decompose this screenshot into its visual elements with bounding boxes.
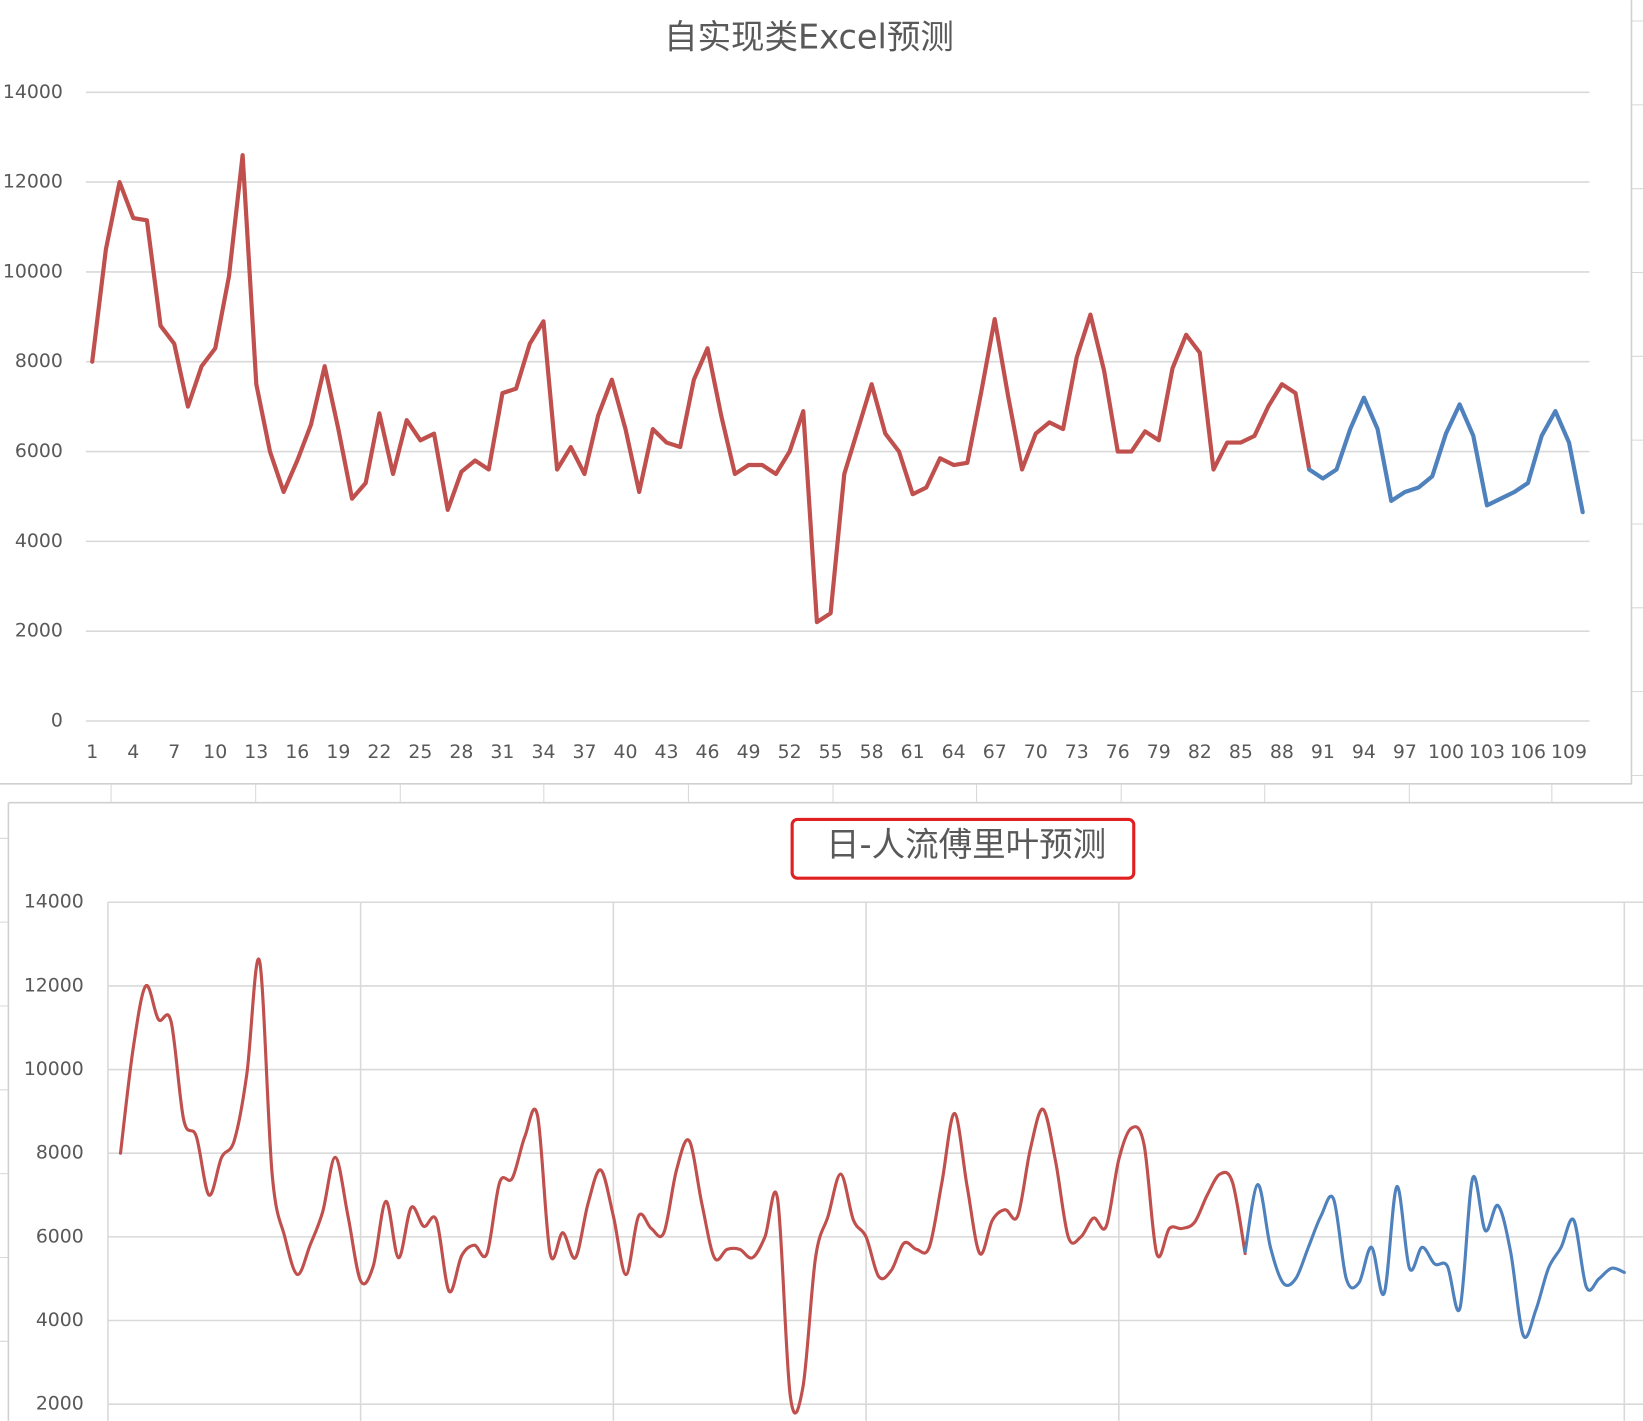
x-tick-label: 64	[942, 741, 966, 763]
x-tick-label: 94	[1352, 741, 1376, 763]
x-tick-label: 19	[326, 741, 350, 763]
x-tick-label: 100	[1428, 741, 1464, 763]
series-line	[1307, 395, 1585, 515]
x-tick-label: 1	[86, 741, 98, 763]
x-tick-label: 70	[1024, 741, 1048, 763]
y-tick-label: 4000	[15, 530, 63, 552]
x-tick-label: 13	[244, 741, 268, 763]
x-tick-label: 109	[1551, 741, 1587, 763]
x-tick-label: 25	[408, 741, 432, 763]
chart-title: 日-人流傅里叶预测	[826, 825, 1106, 864]
cell-lines	[0, 837, 9, 1342]
y-tick-label: 6000	[15, 440, 63, 462]
y-tick-label: 8000	[36, 1142, 84, 1164]
x-tick-label: 85	[1229, 741, 1253, 763]
x-tick-label: 31	[490, 741, 514, 763]
x-tick-label: 76	[1106, 741, 1130, 763]
x-tick-label: 58	[860, 741, 884, 763]
series-line	[1243, 1174, 1626, 1339]
y-tick-label: 0	[51, 709, 63, 731]
y-tick-label: 2000	[36, 1393, 84, 1415]
chart-frame	[7, 801, 1643, 1421]
x-tick-label: 55	[819, 741, 843, 763]
y-tick-label: 14000	[24, 891, 84, 913]
x-tick-label: 46	[696, 741, 720, 763]
y-tick-label: 10000	[24, 1058, 84, 1080]
x-tick-label: 10	[203, 741, 227, 763]
x-tick-label: 97	[1393, 741, 1417, 763]
y-tick-label: 12000	[3, 171, 63, 193]
x-tick-label: 52	[778, 741, 802, 763]
series-line	[90, 153, 1312, 625]
x-tick-label: 16	[285, 741, 309, 763]
y-tick-label: 8000	[15, 350, 63, 372]
highlight-box	[790, 817, 1136, 880]
chart-title: 自实现类Excel预测	[664, 17, 954, 56]
x-tick-label: 88	[1270, 741, 1294, 763]
x-tick-label: 22	[367, 741, 391, 763]
x-tick-label: 61	[901, 741, 925, 763]
x-tick-label: 73	[1065, 741, 1089, 763]
y-tick-label: 4000	[36, 1309, 84, 1331]
y-tick-label: 10000	[3, 260, 63, 282]
x-tick-label: 7	[168, 741, 180, 763]
y-tick-label: 6000	[36, 1225, 84, 1247]
x-tick-label: 106	[1510, 741, 1546, 763]
x-tick-label: 49	[737, 741, 761, 763]
x-tick-label: 103	[1469, 741, 1505, 763]
y-tick-label: 2000	[15, 620, 63, 642]
x-tick-label: 43	[655, 741, 679, 763]
x-tick-label: 28	[449, 741, 473, 763]
x-tick-label: 34	[531, 741, 555, 763]
series-line	[118, 957, 1247, 1415]
x-tick-label: 37	[572, 741, 596, 763]
x-tick-label: 79	[1147, 741, 1171, 763]
y-tick-label: 14000	[3, 81, 63, 103]
x-tick-label: 67	[983, 741, 1007, 763]
x-tick-label: 40	[614, 741, 638, 763]
y-tick-label: 12000	[24, 974, 84, 996]
x-tick-label: 91	[1311, 741, 1335, 763]
cell-lines	[110, 20, 1643, 803]
x-tick-label: 82	[1188, 741, 1212, 763]
x-tick-label: 4	[127, 741, 139, 763]
